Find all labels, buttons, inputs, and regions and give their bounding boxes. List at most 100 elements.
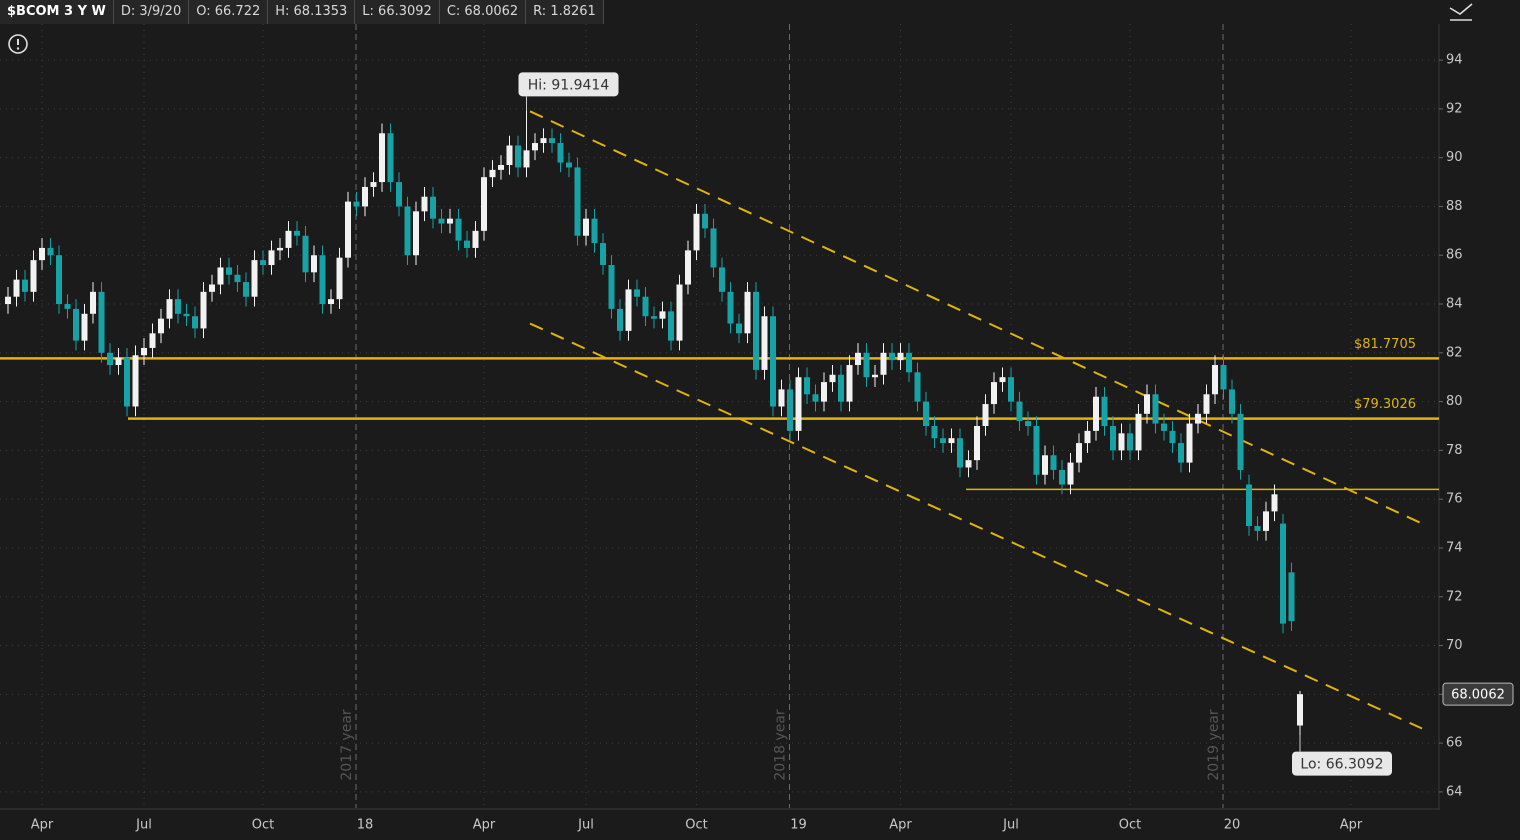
candle-body (336, 257, 343, 300)
candle-body (1280, 523, 1286, 624)
candle-body (1195, 413, 1201, 424)
candle-body (634, 289, 640, 297)
candle-body (1076, 443, 1082, 463)
candle-body (685, 250, 691, 285)
y-tick-label: 90 (1446, 150, 1463, 165)
candle-body (982, 404, 989, 427)
candle-body (676, 284, 683, 341)
candle-body (549, 138, 555, 144)
header-item: C: 68.0062 (440, 0, 527, 24)
x-tick-label: Oct (252, 818, 274, 833)
y-tick-label: 78 (1446, 443, 1463, 458)
header-item: R: 1.8261 (526, 0, 604, 24)
candle-body (56, 255, 62, 305)
price-level-label: $79.3026 (1354, 397, 1416, 412)
x-tick-label: Apr (473, 818, 496, 833)
candle-body (702, 213, 708, 229)
candle-body (1229, 389, 1235, 414)
candle-body (277, 247, 283, 251)
candle-body (319, 255, 326, 305)
candle-body (829, 374, 836, 383)
candle-body (464, 240, 470, 248)
candle-body (166, 299, 173, 319)
candle-body (1025, 421, 1031, 427)
y-tick-label: 76 (1446, 492, 1463, 507)
x-tick-label: Jul (577, 818, 594, 833)
price-level-label: $81.7705 (1354, 337, 1416, 352)
candle-body (353, 201, 360, 207)
candle-body (1127, 433, 1133, 451)
candle-body (931, 426, 938, 439)
y-tick-label: 70 (1446, 638, 1463, 653)
y-tick-label: 84 (1446, 297, 1463, 312)
candle-body (1161, 423, 1167, 431)
candle-body (727, 291, 734, 324)
x-tick-label: Oct (685, 818, 707, 833)
candle-body (107, 352, 113, 366)
candle-body (183, 313, 190, 317)
candle-body (260, 260, 266, 266)
candle-body (557, 143, 564, 163)
candle-body (472, 230, 479, 248)
candle-body (226, 267, 232, 275)
candle-body (515, 145, 521, 168)
candle-body (234, 274, 241, 283)
candle-body (1016, 401, 1023, 422)
candle-body (583, 218, 589, 236)
callout-label: Lo: 66.3092 (1300, 757, 1383, 773)
candle-body (778, 389, 785, 407)
candle-body (1186, 423, 1193, 463)
year-label: 2017 year (339, 709, 355, 781)
candle-body (506, 145, 513, 165)
candle-body (880, 352, 887, 375)
y-tick-label: 72 (1446, 589, 1463, 604)
candle-body (846, 365, 853, 402)
candle-body (1254, 526, 1261, 531)
candle-body (447, 218, 453, 224)
last-price-tag (1442, 682, 1514, 706)
candle-body (481, 177, 487, 231)
candle-body (710, 228, 717, 268)
candle-body (243, 282, 249, 297)
candle-body (438, 218, 445, 224)
candle-body (47, 247, 54, 256)
candle-body (787, 389, 793, 431)
candle-body (379, 133, 385, 183)
candle-body (404, 206, 411, 256)
candle-body (39, 247, 45, 261)
header-bar: $BCOM 3 Y W D: 3/9/20 O: 66.722 H: 68.1353 L… (0, 0, 604, 24)
candle-body (345, 201, 351, 258)
candle-body (821, 382, 827, 402)
candle-body (795, 377, 802, 431)
x-tick-label: Apr (31, 818, 54, 833)
y-tick-label: 86 (1446, 248, 1463, 263)
candle-body (1263, 511, 1269, 531)
candle-body (1093, 396, 1099, 431)
candle-body (600, 243, 606, 266)
candle-body (1084, 430, 1091, 444)
candle-body (863, 352, 870, 378)
chart-style-icon[interactable] (1449, 3, 1473, 21)
candle-body (132, 355, 139, 407)
candle-body (1212, 365, 1218, 395)
candle-body (1118, 433, 1125, 451)
candle-body (81, 313, 88, 341)
candle-body (753, 291, 759, 370)
candle-body (13, 279, 20, 297)
candle-body (957, 438, 963, 468)
candle-body (1152, 394, 1159, 424)
alert-icon[interactable] (8, 34, 28, 54)
candle-body (115, 357, 122, 366)
candle-body (209, 284, 215, 292)
header-item: H: 68.1353 (268, 0, 356, 24)
candle-body (1297, 694, 1303, 726)
candle-body (489, 169, 496, 178)
candle-body (855, 352, 861, 366)
x-tick-label: Jul (1002, 818, 1019, 833)
candle-body (22, 279, 28, 292)
candle-body (1033, 426, 1040, 475)
candle-body (540, 138, 547, 144)
